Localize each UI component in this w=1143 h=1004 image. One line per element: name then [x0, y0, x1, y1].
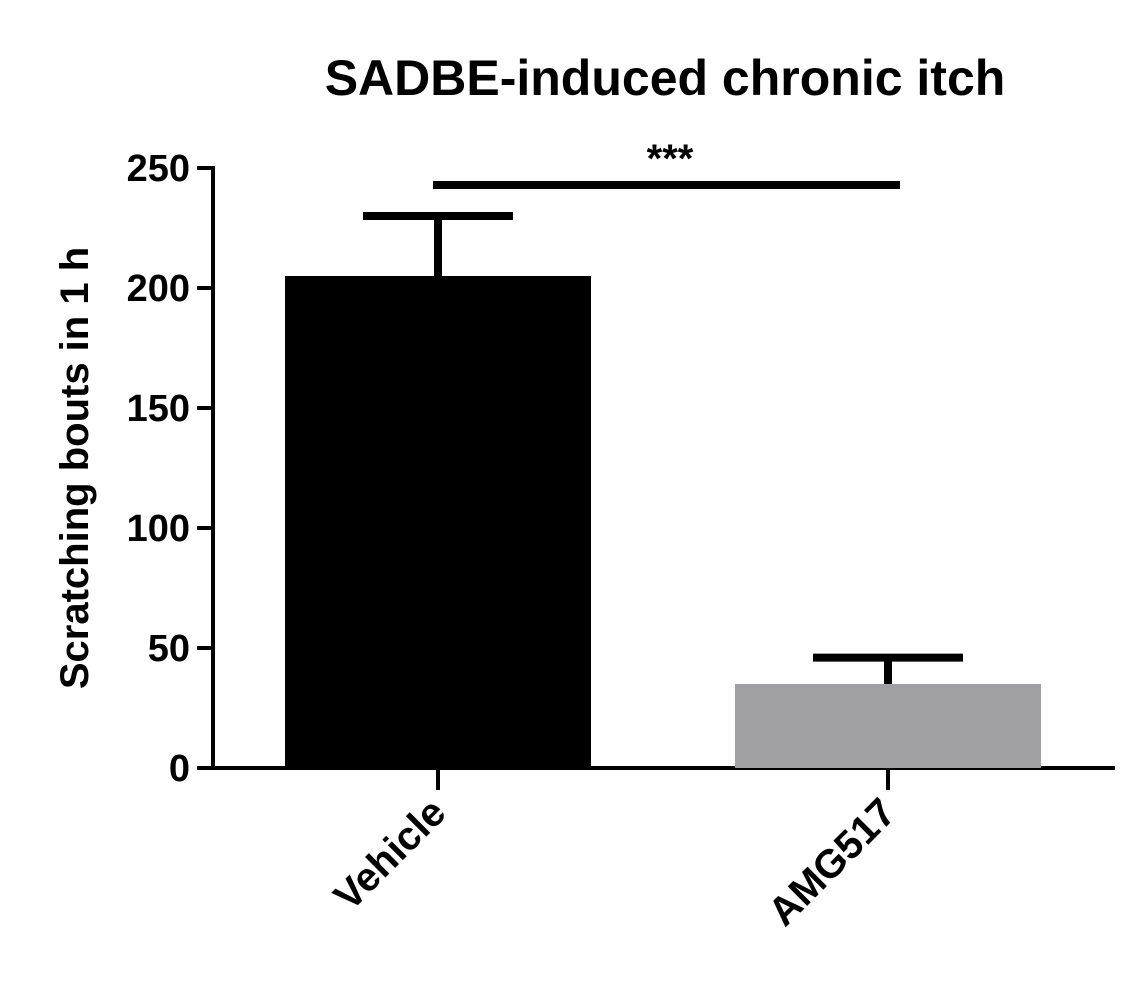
bar [285, 276, 591, 768]
y-tick-label: 200 [127, 268, 190, 310]
x-tick-label: AMG517 [760, 790, 904, 934]
y-tick-label: 100 [127, 508, 190, 550]
bar [735, 684, 1041, 768]
y-axis-label: Scratching bouts in 1 h [53, 247, 97, 689]
significance-label: *** [647, 137, 694, 181]
chart-title: SADBE-induced chronic itch [325, 50, 1006, 106]
y-tick-label: 150 [127, 388, 190, 430]
y-tick-label: 0 [169, 748, 190, 790]
y-tick-label: 250 [127, 148, 190, 190]
x-tick-label: Vehicle [326, 790, 455, 919]
y-tick-label: 50 [148, 628, 190, 670]
